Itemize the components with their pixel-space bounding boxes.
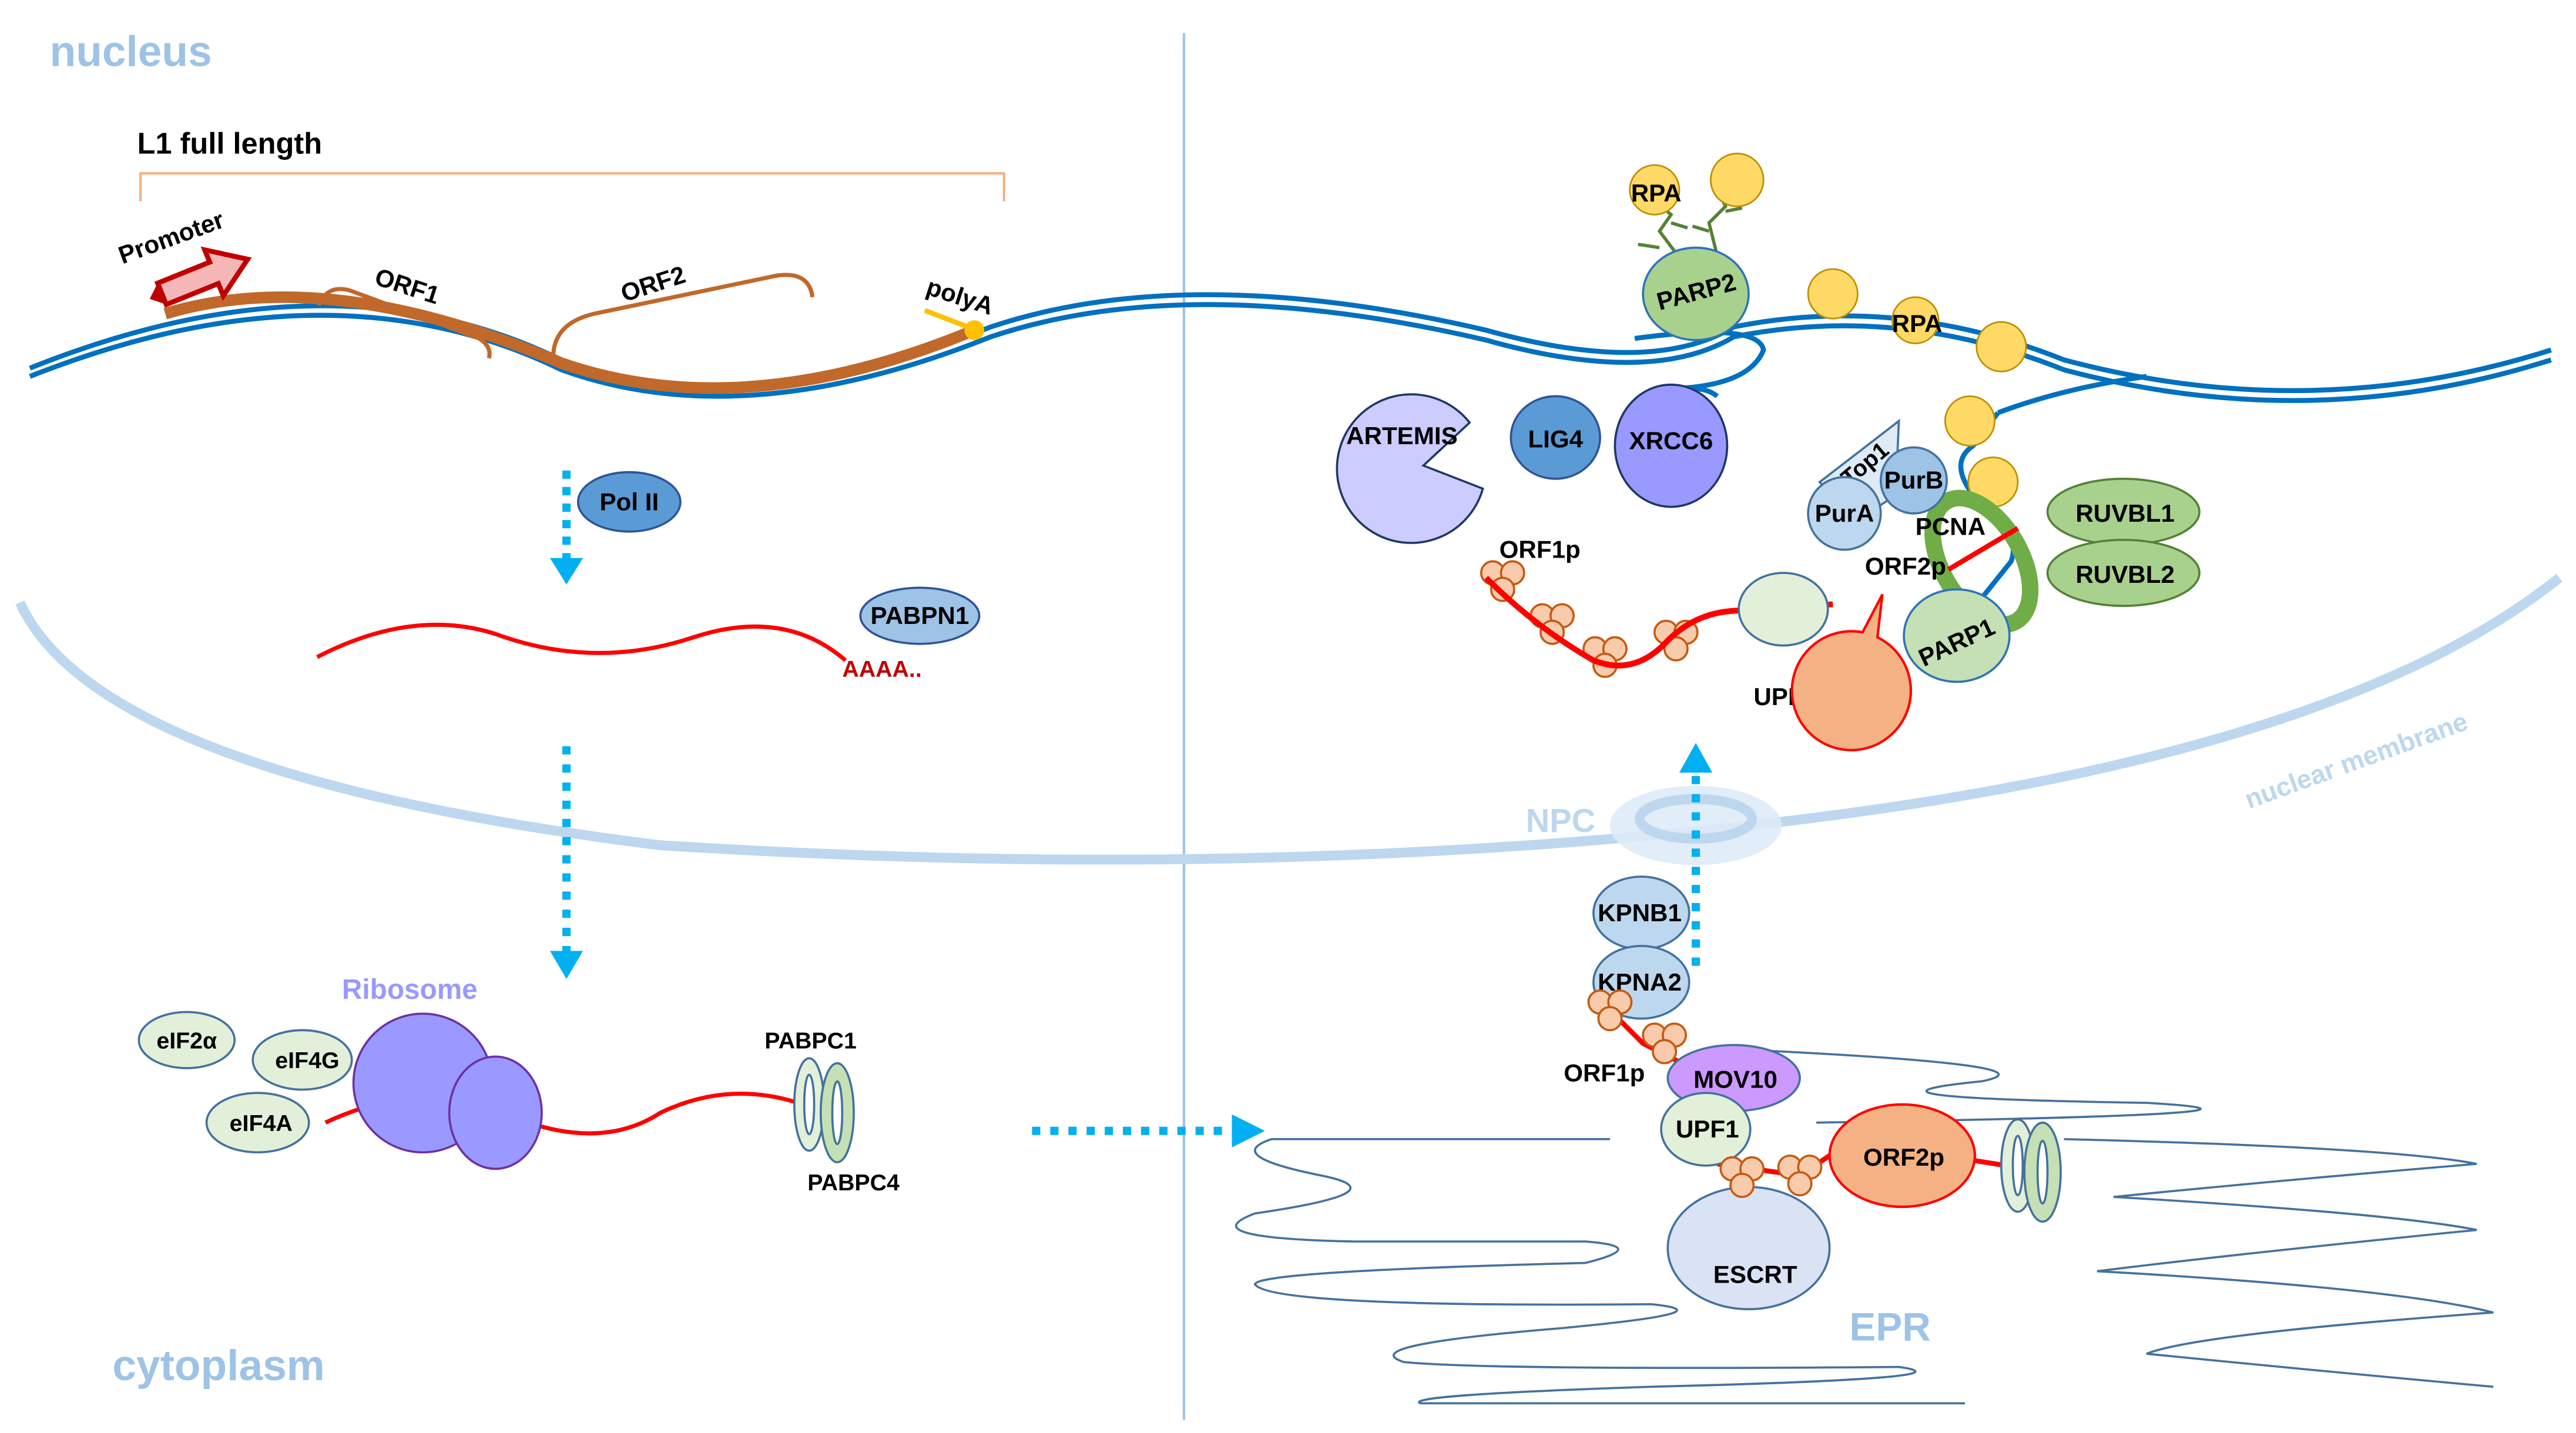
xrcc6-label: XRCC6 — [1629, 427, 1713, 454]
eif4g-label: eIF4G — [275, 1048, 339, 1073]
l1-title: L1 full length — [137, 126, 322, 160]
l1-mrna — [316, 622, 847, 662]
pcna-label: PCNA — [1916, 512, 1985, 540]
eif2a-label: eIF2α — [156, 1028, 217, 1053]
orf1p-bead — [1663, 636, 1689, 662]
orf1p-bead — [1597, 1006, 1623, 1032]
rnp-arrowhead-icon — [1232, 1114, 1265, 1147]
orf1p-bead — [1652, 1039, 1678, 1065]
nucleus-orf2p-rna — [1947, 526, 2020, 572]
parp1-protein — [1903, 588, 2011, 683]
cytoplasm-label: cytoplasm — [112, 1342, 324, 1390]
polya-signal-dot — [964, 320, 984, 340]
pcna-clamp — [1924, 489, 2039, 633]
nucleus-orf2p-protein — [1790, 593, 1912, 751]
cytoplasm-upf1-protein — [1660, 1092, 1752, 1167]
pol2-label: Pol II — [600, 488, 659, 515]
cytoplasm-orf1p-label: ORF1p — [1564, 1059, 1645, 1086]
purb-protein — [1879, 446, 1948, 515]
ruvbl2-label: RUVBL2 — [2075, 561, 2175, 588]
rpa-label-2: RPA — [1892, 310, 1943, 337]
rpa-proteins — [1629, 152, 2027, 508]
pura-label: PurA — [1815, 499, 1874, 527]
lig4-protein — [1510, 395, 1601, 480]
eif2a-protein — [137, 1011, 236, 1069]
pabpn1-protein — [859, 586, 981, 645]
mov10-label: MOV10 — [1693, 1066, 1777, 1093]
nucleus-upf1-protein — [1738, 572, 1829, 647]
eif4g-protein — [251, 1029, 353, 1091]
npc-label: NPC — [1526, 802, 1596, 839]
artemis-label: ARTEMIS — [1346, 422, 1458, 449]
promoter-arrow-icon — [149, 246, 252, 308]
cytoplasm-orf2p-label: ORF2p — [1863, 1143, 1944, 1171]
endoplasmic-reticulum — [1235, 1049, 2494, 1405]
rpa-label-1: RPA — [1631, 179, 1682, 207]
l1-element — [163, 291, 977, 394]
eif4a-label: eIF4A — [230, 1110, 293, 1136]
pura-protein — [1807, 476, 1882, 551]
kpnb1-label: KPNB1 — [1598, 899, 1682, 927]
cytoplasm-orf2p-protein — [1828, 1103, 1977, 1209]
pol2-protein — [576, 471, 682, 533]
ribosome-small-subunit — [448, 1055, 543, 1170]
pabpn1-label: PABPN1 — [871, 602, 970, 629]
lig4-label: LIG4 — [1528, 425, 1583, 452]
import-arrowhead-icon — [1679, 743, 1713, 773]
nucleus-label: nucleus — [50, 28, 212, 75]
export-arrowhead-icon — [549, 951, 583, 979]
ruvbl2-protein — [2046, 539, 2201, 608]
pabpc-rings — [793, 1057, 855, 1164]
cytoplasm-upf1-label: UPF1 — [1676, 1115, 1739, 1143]
purb-label: PurB — [1884, 467, 1944, 494]
parp2-protein — [1642, 246, 1750, 341]
kpna2-label: KPNA2 — [1598, 968, 1682, 996]
nucleus-orf2p-label: ORF2p — [1865, 552, 1946, 580]
polya-signal — [924, 308, 969, 330]
epr-label: EPR — [1849, 1306, 1931, 1350]
transcription-arrowhead-icon — [549, 558, 583, 585]
orf2-bracket — [551, 273, 815, 360]
orf1-bracket — [317, 287, 492, 359]
escrt-label: ESCRT — [1713, 1260, 1797, 1288]
eif4a-protein — [205, 1092, 310, 1154]
ruvbl1-label: RUVBL1 — [2075, 499, 2175, 527]
polya-tail-label: AAAA.. — [842, 656, 921, 682]
pabpc4-label: PABPC4 — [807, 1170, 900, 1196]
ribosome-label: Ribosome — [342, 974, 478, 1005]
cytoplasm-pabpc-rings — [2000, 1118, 2062, 1223]
pabpc1-label: PABPC1 — [764, 1028, 857, 1053]
nucleus-rnp-rna — [1484, 575, 1833, 669]
xrcc6-protein — [1614, 383, 1729, 508]
orf1p-trimers — [1480, 560, 1823, 1199]
nuclear-membrane — [15, 573, 2562, 865]
nucleus-orf1p-label: ORF1p — [1500, 536, 1581, 563]
escrt-protein — [1666, 1186, 1831, 1311]
orf1p-bead — [1787, 1171, 1813, 1197]
l1-bracket — [139, 172, 1005, 202]
artemis-protein — [1336, 393, 1484, 544]
orf1p-bead — [1729, 1173, 1755, 1199]
